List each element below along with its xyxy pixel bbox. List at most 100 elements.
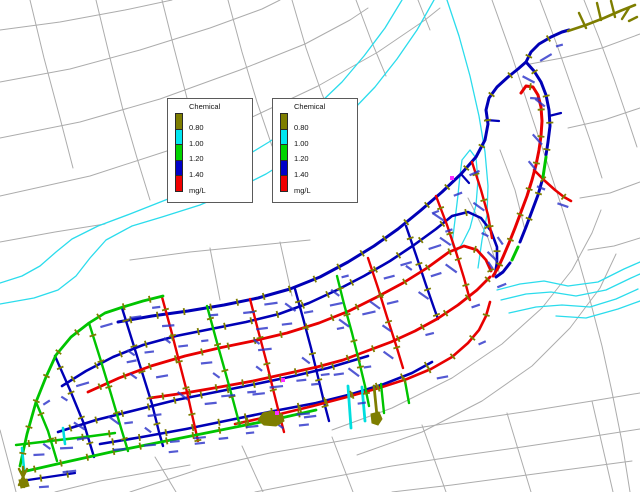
node-tick[interactable]	[67, 390, 75, 395]
node-tick[interactable]	[138, 442, 142, 450]
node-tick[interactable]	[454, 257, 462, 262]
pipe[interactable]	[87, 321, 130, 453]
node-tick[interactable]	[94, 416, 98, 424]
node-tick[interactable]	[336, 286, 344, 291]
node-tick[interactable]	[516, 212, 524, 217]
pipe[interactable]	[160, 295, 200, 443]
node-tick[interactable]	[112, 411, 121, 415]
node-tick[interactable]	[156, 311, 159, 319]
node-tick[interactable]	[19, 451, 27, 455]
node-tick[interactable]	[403, 218, 410, 226]
node-tick[interactable]	[395, 335, 401, 343]
node-tick[interactable]	[122, 318, 130, 323]
node-tick[interactable]	[320, 362, 324, 370]
node-tick[interactable]	[400, 373, 405, 381]
node-tick[interactable]	[472, 172, 480, 177]
node-tick[interactable]	[420, 323, 425, 331]
node-tick[interactable]	[287, 285, 292, 293]
pipe[interactable]	[20, 446, 26, 471]
node-tick[interactable]	[545, 35, 551, 42]
node-tick[interactable]	[194, 438, 202, 443]
pipe[interactable]	[609, 0, 617, 19]
node-tick[interactable]	[182, 386, 190, 390]
pipe[interactable]	[491, 84, 544, 278]
pipe[interactable]	[360, 385, 367, 423]
node-tick[interactable]	[350, 391, 355, 400]
pipe[interactable]	[510, 245, 520, 262]
node-tick[interactable]	[304, 323, 309, 331]
node-tick[interactable]	[191, 424, 195, 432]
node-tick[interactable]	[122, 372, 127, 380]
node-tick[interactable]	[464, 294, 471, 301]
node-tick[interactable]	[560, 193, 567, 201]
node-tick[interactable]	[469, 334, 476, 341]
node-tick[interactable]	[188, 388, 192, 396]
node-tick[interactable]	[81, 433, 84, 441]
pipe[interactable]	[518, 179, 544, 244]
node-tick[interactable]	[217, 418, 221, 426]
pipe[interactable]	[627, 15, 639, 23]
node-tick[interactable]	[175, 360, 183, 364]
node-tick[interactable]	[442, 309, 449, 317]
valve-marker[interactable]	[281, 378, 285, 382]
pipe[interactable]	[541, 155, 548, 179]
node-tick[interactable]	[336, 263, 342, 271]
node-tick[interactable]	[444, 183, 451, 191]
node-tick[interactable]	[343, 312, 351, 317]
pipe[interactable]	[577, 11, 588, 30]
node-tick[interactable]	[108, 430, 111, 438]
source-symbol[interactable]	[18, 478, 30, 489]
node-tick[interactable]	[275, 310, 280, 319]
node-tick[interactable]	[32, 398, 40, 404]
node-tick[interactable]	[449, 353, 456, 360]
node-tick[interactable]	[345, 354, 350, 362]
node-tick[interactable]	[296, 402, 300, 410]
node-tick[interactable]	[68, 424, 73, 432]
valve-marker[interactable]	[450, 176, 454, 180]
node-tick[interactable]	[488, 91, 495, 98]
pipe[interactable]	[532, 168, 573, 203]
pipe[interactable]	[86, 244, 493, 394]
pipe[interactable]	[404, 224, 440, 321]
node-tick[interactable]	[54, 436, 57, 444]
node-tick[interactable]	[537, 135, 545, 138]
node-tick[interactable]	[480, 198, 488, 202]
node-tick[interactable]	[269, 388, 277, 392]
node-tick[interactable]	[89, 333, 97, 338]
node-tick[interactable]	[305, 369, 309, 377]
node-tick[interactable]	[170, 333, 174, 341]
node-tick[interactable]	[446, 231, 454, 236]
node-tick[interactable]	[525, 53, 533, 59]
node-tick[interactable]	[173, 355, 178, 363]
node-tick[interactable]	[235, 298, 239, 306]
node-tick[interactable]	[478, 143, 486, 149]
node-tick[interactable]	[97, 383, 103, 391]
node-tick[interactable]	[161, 307, 170, 312]
pipe[interactable]	[403, 379, 411, 405]
node-tick[interactable]	[357, 355, 361, 363]
node-tick[interactable]	[196, 327, 200, 336]
node-tick[interactable]	[94, 362, 99, 370]
node-tick[interactable]	[206, 316, 215, 321]
node-tick[interactable]	[182, 307, 186, 316]
pipe[interactable]	[620, 6, 631, 21]
node-tick[interactable]	[55, 349, 62, 355]
node-tick[interactable]	[105, 385, 113, 389]
node-tick[interactable]	[496, 262, 504, 267]
pipe[interactable]	[566, 3, 637, 33]
node-tick[interactable]	[439, 220, 446, 228]
node-tick[interactable]	[374, 382, 379, 390]
pipe[interactable]	[61, 426, 67, 446]
node-tick[interactable]	[165, 437, 169, 445]
node-tick[interactable]	[356, 365, 365, 369]
node-tick[interactable]	[487, 268, 495, 273]
node-tick[interactable]	[56, 365, 64, 371]
node-tick[interactable]	[349, 390, 353, 398]
node-tick[interactable]	[147, 362, 152, 371]
node-tick[interactable]	[249, 317, 253, 325]
node-tick[interactable]	[261, 292, 266, 301]
node-tick[interactable]	[506, 237, 514, 242]
node-tick[interactable]	[120, 409, 125, 418]
node-tick[interactable]	[402, 376, 407, 384]
